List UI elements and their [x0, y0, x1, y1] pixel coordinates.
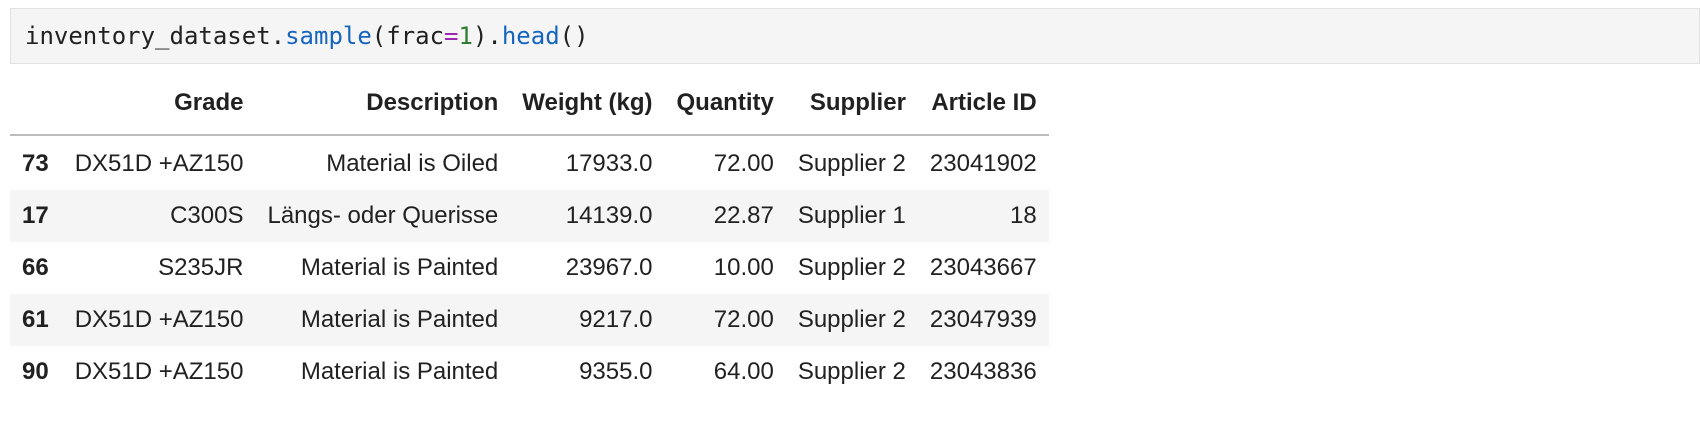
column-header-weight: Weight (kg) [510, 72, 665, 136]
cell-quantity: 22.87 [713, 202, 774, 229]
cell-supplier: Supplier 2 [797, 150, 906, 177]
dataframe-table: Grade Description Weight (kg) Quantity S… [10, 72, 1049, 398]
code-arg-value: 1 [458, 22, 473, 50]
cell-description: Material is Painted [300, 254, 499, 281]
code-method-sample: sample [285, 22, 372, 50]
cell-quantity: 72.00 [713, 150, 774, 177]
row-index: 73 [22, 150, 49, 177]
cell-description: Material is Painted [300, 306, 499, 333]
code-dot: . [487, 22, 502, 50]
column-header-article-id: Article ID [917, 72, 1049, 136]
row-index: 90 [22, 358, 49, 385]
table-row: 90 DX51D +AZ150 Material is Painted 9355… [10, 346, 1049, 398]
cell-quantity: 10.00 [713, 254, 774, 281]
column-header-description: Description [255, 72, 511, 136]
cell-weight: 17933.0 [565, 150, 653, 177]
cell-description: Material is Oiled [326, 150, 499, 177]
cell-weight: 14139.0 [565, 202, 653, 229]
cell-article-id: 23047939 [929, 306, 1037, 333]
cell-grade: DX51D +AZ150 [74, 306, 244, 333]
row-index: 66 [22, 254, 49, 281]
cell-article-id: 23043667 [929, 254, 1037, 281]
row-index: 61 [22, 306, 49, 333]
table-header-row: Grade Description Weight (kg) Quantity S… [10, 72, 1049, 136]
column-header-grade: Grade [62, 72, 256, 136]
cell-supplier: Supplier 2 [797, 358, 906, 385]
table-row: 61 DX51D +AZ150 Material is Painted 9217… [10, 294, 1049, 346]
code-dot: . [270, 22, 286, 50]
table-row: 66 S235JR Material is Painted 23967.0 10… [10, 242, 1049, 294]
code-method-head: head [501, 22, 560, 50]
cell-article-id: 23041902 [929, 150, 1037, 177]
row-index: 17 [22, 202, 49, 229]
code-call-parens: () [559, 22, 589, 50]
cell-article-id: 18 [1009, 202, 1037, 229]
cell-weight: 9217.0 [579, 306, 653, 333]
code-equals: = [444, 22, 459, 50]
cell-description: Material is Painted [300, 358, 499, 385]
code-paren-close: ) [472, 22, 488, 50]
code-variable: inventory_dataset [25, 22, 271, 50]
index-header [10, 72, 63, 136]
cell-article-id: 23043836 [929, 358, 1037, 385]
code-input-area[interactable]: inventory_dataset. sample(frac = 1). head() [10, 8, 1700, 64]
cell-supplier: Supplier 2 [797, 306, 906, 333]
cell-supplier: Supplier 2 [797, 254, 906, 281]
column-header-quantity: Quantity [664, 72, 786, 136]
cell-description: Längs- oder Querisse [267, 202, 499, 229]
cell-grade: DX51D +AZ150 [74, 358, 244, 385]
cell-quantity: 64.00 [713, 358, 774, 385]
cell-weight: 9355.0 [579, 358, 653, 385]
notebook-cell: inventory_dataset. sample(frac = 1). head() … [10, 8, 1700, 398]
column-header-supplier: Supplier [785, 72, 918, 136]
cell-weight: 23967.0 [565, 254, 653, 281]
cell-quantity: 72.00 [713, 306, 774, 333]
cell-grade: C300S [170, 202, 244, 229]
cell-grade: DX51D +AZ150 [74, 150, 244, 177]
code-arg-name: frac [386, 22, 445, 50]
code-paren-open: ( [371, 22, 387, 50]
table-row: 73 DX51D +AZ150 Material is Oiled 17933.… [10, 135, 1049, 190]
table-row: 17 C300S Längs- oder Querisse 14139.0 22… [10, 190, 1049, 242]
cell-supplier: Supplier 1 [797, 202, 906, 229]
cell-output: Grade Description Weight (kg) Quantity S… [10, 72, 1700, 398]
cell-grade: S235JR [158, 254, 244, 281]
